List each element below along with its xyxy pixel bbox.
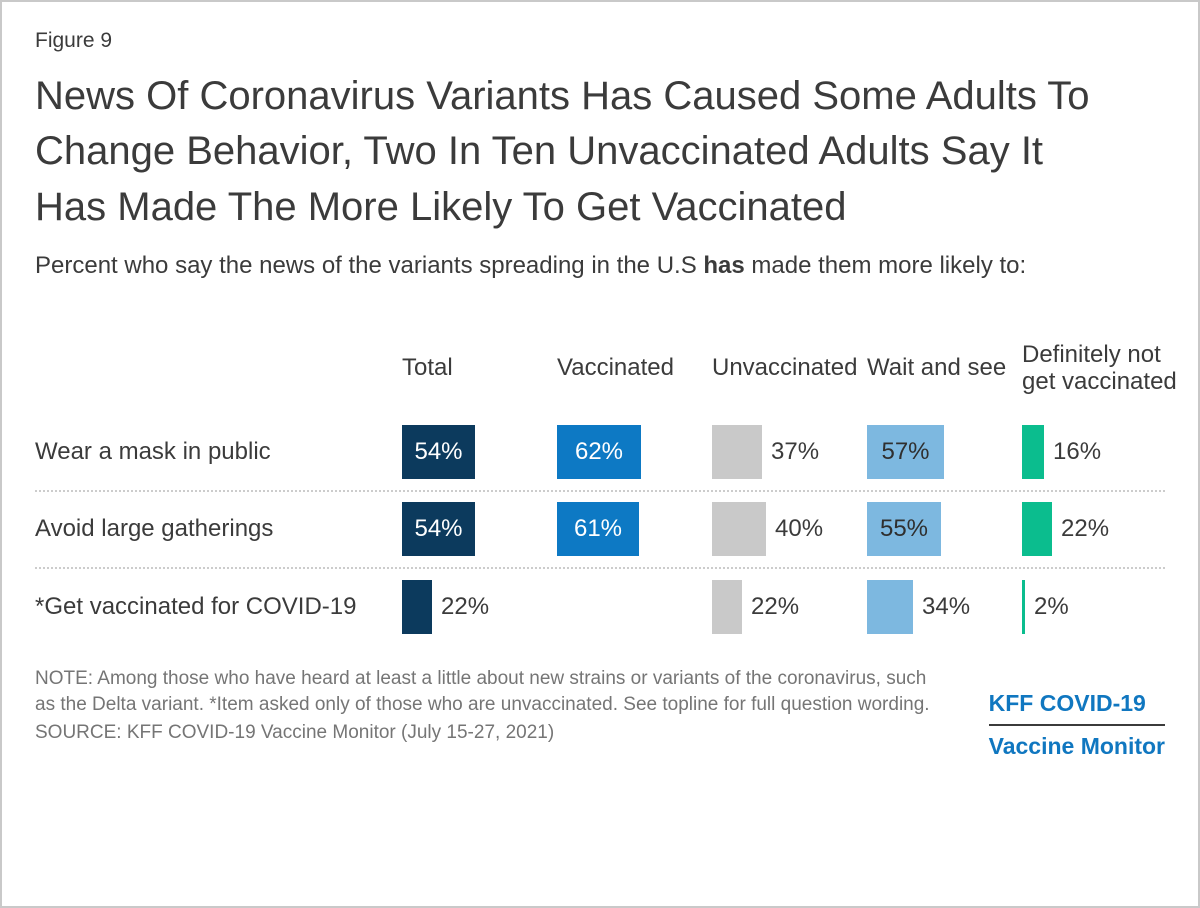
bar-cell: 54% (402, 502, 557, 557)
bar (712, 425, 762, 480)
bar: 55% (867, 502, 941, 557)
value-label: 57% (881, 438, 930, 466)
value-label: 40% (775, 515, 824, 543)
chart-subtitle: Percent who say the news of the variants… (35, 249, 1165, 283)
bar (1022, 580, 1025, 635)
value-label: 55% (879, 515, 929, 543)
subtitle-text-post: made them more likely to: (744, 251, 1027, 279)
row-label: *Get vaccinated for COVID-19 (35, 593, 357, 621)
bar-cell: 37% (712, 425, 867, 480)
chart-row: *Get vaccinated for COVID-19 22% 22% 34% 2% (35, 569, 1165, 646)
bar-cell: 40% (712, 502, 867, 557)
column-header: Definitely not get vaccinated (1022, 340, 1177, 395)
column-headers: Total Vaccinated Unvaccinated Wait and see D… (35, 321, 1177, 415)
subtitle-text-bold: has (703, 251, 745, 279)
bar (1022, 425, 1044, 480)
page-title: News Of Coronavirus Variants Has Caused … (35, 74, 1090, 229)
kff-vaccine-monitor-logo: KFF COVID-19 Vaccine Monitor (988, 690, 1165, 760)
column-header: Total (402, 354, 453, 382)
row-label: Wear a mask in public (35, 438, 271, 466)
value-label: 37% (771, 438, 820, 466)
bar-cell: 61% (557, 502, 712, 557)
note-text: NOTE: Among those who have heard at leas… (35, 667, 930, 715)
value-label: 22% (441, 593, 490, 621)
source-text: SOURCE: KFF COVID-19 Vaccine Monitor (Ju… (35, 722, 555, 744)
bar (1022, 502, 1052, 557)
chart-row: Avoid large gatherings 54% 61% 40% 55% 22% (35, 492, 1165, 569)
bar-cell: 62% (557, 425, 712, 480)
bar-cell: 55% (867, 502, 1022, 557)
bar-cell: 2% (1022, 580, 1177, 635)
bar: 61% (557, 502, 639, 557)
bar-cell: 22% (402, 580, 557, 635)
bar-cell: 16% (1022, 425, 1177, 480)
chart-rows: Wear a mask in public 54% 62% 37% 57% 16% Avoi… (35, 415, 1165, 646)
page: Figure 9 News Of Coronavirus Variants Ha… (2, 2, 1198, 646)
value-label: 54% (414, 515, 463, 543)
value-label: 2% (1034, 593, 1069, 621)
value-label: 22% (751, 593, 800, 621)
bar: 57% (867, 425, 944, 480)
bar-cell: 34% (867, 580, 1022, 635)
footer: NOTE: Among those who have heard at leas… (2, 666, 1198, 760)
column-header: Wait and see (867, 354, 1007, 382)
figure-label: Figure 9 (35, 29, 113, 52)
bar-cell: 22% (1022, 502, 1177, 557)
subtitle-text-pre: Percent who say the news of the variants… (35, 251, 704, 279)
row-label: Avoid large gatherings (35, 515, 274, 543)
logo-line2: Vaccine Monitor (988, 732, 1165, 759)
logo-line1: KFF COVID-19 (988, 690, 1165, 726)
bar (712, 580, 742, 635)
value-label: 62% (574, 438, 624, 466)
column-header: Vaccinated (557, 354, 674, 382)
value-label: 16% (1053, 438, 1102, 466)
chart-table: Total Vaccinated Unvaccinated Wait and see D… (35, 321, 1177, 646)
bar: 54% (402, 502, 475, 557)
chart-row: Wear a mask in public 54% 62% 37% 57% 16% (35, 415, 1165, 492)
bar: 54% (402, 425, 475, 480)
bar-cell: 57% (867, 425, 1022, 480)
bar: 62% (557, 425, 641, 480)
value-label: 61% (573, 515, 623, 543)
footnotes: NOTE: Among those who have heard at leas… (35, 666, 940, 760)
bar (867, 580, 913, 635)
bar (712, 502, 766, 557)
value-label: 54% (414, 438, 463, 466)
bar-cell: 22% (712, 580, 867, 635)
value-label: 22% (1061, 515, 1110, 543)
bar (402, 580, 432, 635)
column-header: Unvaccinated (712, 354, 858, 382)
bar-cell (557, 580, 712, 634)
bar-cell: 54% (402, 425, 557, 480)
value-label: 34% (922, 593, 971, 621)
